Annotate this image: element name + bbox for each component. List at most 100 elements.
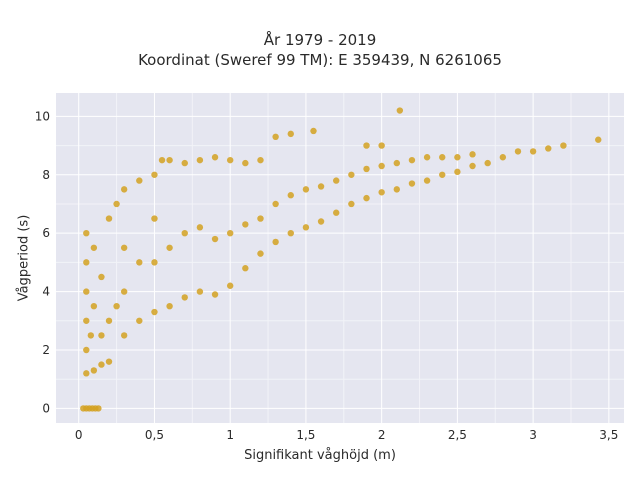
data-point (120, 332, 128, 339)
data-point (363, 165, 370, 173)
data-point (196, 288, 204, 295)
data-point (113, 200, 120, 208)
data-point (83, 259, 90, 266)
data-point (393, 186, 400, 193)
data-point (272, 200, 279, 208)
data-point (113, 302, 120, 310)
data-point (136, 259, 143, 266)
data-point (226, 229, 234, 237)
data-point (272, 238, 279, 246)
data-point (333, 177, 340, 184)
data-point (98, 361, 105, 368)
data-point (484, 159, 491, 167)
data-point (166, 244, 173, 251)
data-point (136, 177, 143, 184)
data-point (151, 308, 158, 316)
data-point (302, 224, 310, 231)
data-point (333, 209, 340, 216)
data-point (196, 156, 204, 164)
x-axis-title: Signifikant våghöjd (m) (244, 448, 396, 463)
data-point (560, 142, 567, 149)
data-point (393, 159, 400, 167)
data-point (166, 156, 173, 164)
data-point (287, 229, 294, 237)
data-point (90, 367, 98, 374)
x-tick-label: 3,5 (599, 428, 618, 442)
data-point (90, 302, 98, 310)
data-point (105, 358, 113, 365)
data-point (242, 221, 249, 228)
y-tick-label: 4 (42, 285, 50, 299)
x-tick-label: 2,5 (448, 428, 467, 442)
data-point (348, 200, 355, 208)
data-point (423, 154, 431, 161)
data-point (242, 159, 249, 167)
data-point (469, 162, 476, 170)
data-point (95, 405, 102, 412)
data-point (408, 180, 416, 187)
data-point (181, 294, 188, 301)
data-point (545, 145, 552, 152)
data-point (226, 282, 234, 289)
data-point (499, 154, 507, 161)
data-point (272, 133, 279, 141)
data-point (378, 189, 385, 196)
data-point (363, 194, 370, 202)
data-point (514, 148, 522, 155)
data-point (87, 332, 95, 339)
data-point (408, 156, 416, 164)
data-point (439, 171, 446, 178)
data-point (211, 235, 219, 243)
y-tick-label: 6 (42, 226, 50, 240)
data-point (196, 224, 204, 231)
data-point (348, 171, 355, 178)
x-tick-label: 3 (529, 428, 537, 442)
data-point (98, 273, 105, 281)
data-point (83, 229, 90, 237)
x-tick-label: 0,5 (145, 428, 164, 442)
data-point (151, 215, 158, 222)
y-tick-label: 2 (42, 343, 50, 357)
data-point (105, 317, 113, 324)
data-point (211, 154, 219, 161)
data-point (310, 127, 317, 135)
data-point (257, 250, 264, 257)
data-point (363, 142, 370, 149)
data-point (439, 154, 446, 161)
plot-area (56, 93, 624, 423)
data-point (120, 244, 128, 251)
data-point (158, 156, 166, 164)
data-point (595, 136, 602, 143)
data-point (98, 332, 105, 339)
data-point (378, 162, 385, 170)
x-tick-label: 0 (75, 428, 83, 442)
x-tick-label: 2 (378, 428, 386, 442)
data-point (469, 151, 476, 158)
data-point (396, 107, 404, 114)
data-point (136, 317, 143, 324)
y-axis-title: Vågperiod (s) (16, 214, 32, 302)
data-point (242, 265, 249, 272)
data-point (83, 317, 90, 324)
data-point (211, 291, 219, 298)
data-point (317, 218, 325, 225)
data-point (287, 130, 294, 138)
data-point (454, 168, 461, 176)
data-point (105, 215, 113, 222)
data-point (83, 346, 90, 354)
data-point (151, 171, 158, 178)
data-point (454, 154, 461, 161)
data-point (226, 156, 234, 164)
data-point (83, 370, 90, 377)
data-point (151, 259, 158, 266)
data-point (529, 148, 537, 155)
data-point (181, 229, 188, 237)
data-point (257, 156, 264, 164)
data-point (287, 192, 294, 199)
data-point (378, 142, 385, 149)
x-tick-label: 1 (226, 428, 234, 442)
y-tick-label: 10 (35, 109, 50, 123)
chart-title-line1: År 1979 - 2019 (263, 31, 377, 49)
data-point (90, 244, 98, 251)
